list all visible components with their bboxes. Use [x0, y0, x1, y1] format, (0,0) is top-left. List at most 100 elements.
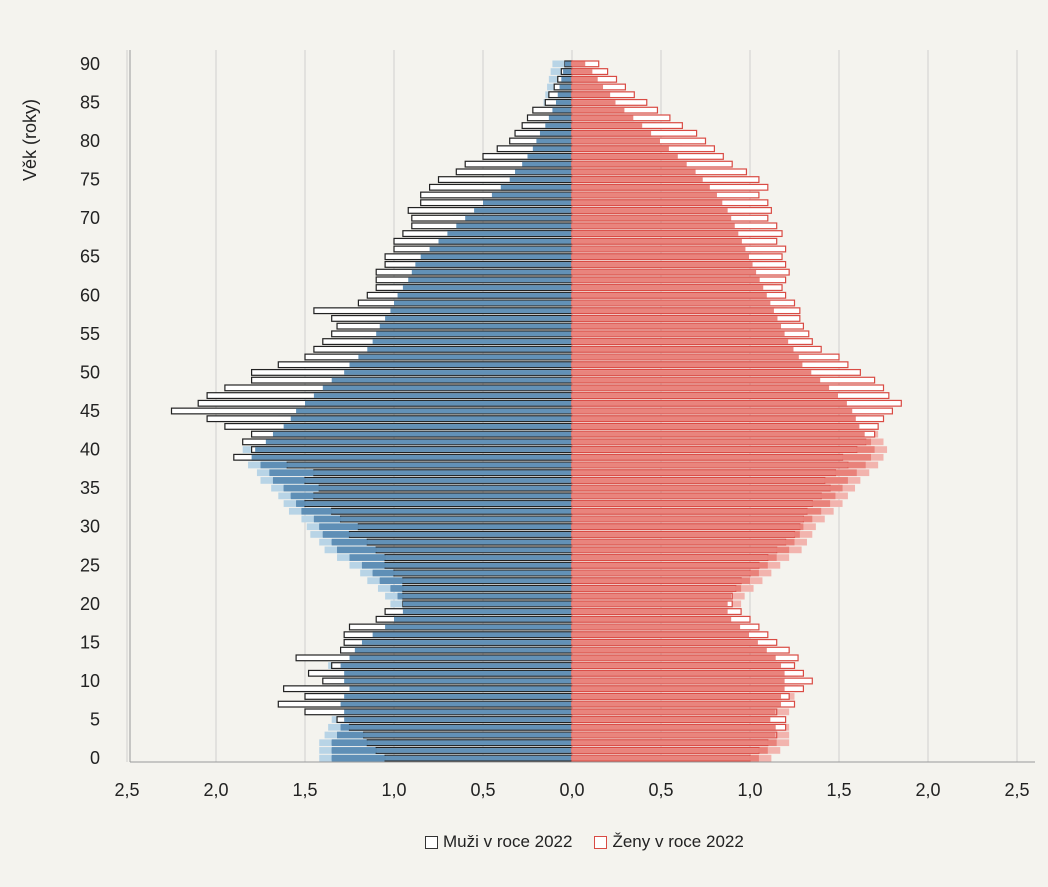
bar-fill-top-right-age-40: [572, 447, 874, 452]
bar-fill-top-left-age-88: [561, 76, 571, 82]
bar-fill-top-right-age-13: [572, 655, 776, 661]
bar-fill-top-right-age-57: [572, 316, 778, 321]
bar-fill-top-left-age-48: [322, 385, 571, 391]
bar-fill-top-left-age-19: [402, 609, 571, 614]
bar-fill-top-left-age-60: [397, 292, 571, 298]
bar-fill-top-left-age-3: [337, 732, 571, 738]
bar-fill-top-right-age-56: [572, 323, 782, 329]
x-tick-label-5: 0,0: [559, 780, 584, 800]
bar-fill-top-right-age-23: [572, 578, 749, 584]
bar-fill-top-right-age-19: [572, 609, 728, 614]
bar-fill-top-left-age-76: [515, 169, 571, 175]
bar-fill-top-left-age-82: [545, 123, 571, 128]
bar-fill-top-left-age-20: [402, 601, 571, 607]
bar-fill-top-right-age-47: [572, 393, 838, 398]
bar-fill-top-right-age-16: [572, 632, 749, 638]
bar-fill-top-right-age-81: [572, 130, 652, 136]
bar-fill-top-left-age-21: [397, 593, 571, 599]
bar-fill-top-right-age-32: [572, 508, 821, 514]
bar-fill-top-left-age-40: [255, 447, 571, 452]
y-tick-label-40: 40: [80, 440, 100, 460]
bar-fill-top-right-age-55: [572, 331, 785, 337]
y-tick-label-30: 30: [80, 517, 100, 537]
bar-fill-top-left-age-29: [322, 532, 571, 537]
bar-fill-top-right-age-4: [572, 724, 776, 730]
bar-fill-top-left-age-51: [349, 362, 571, 368]
bar-fill-top-left-age-84: [552, 107, 571, 113]
bar-fill-top-left-age-34: [290, 493, 571, 499]
y-tick-label-35: 35: [80, 478, 100, 498]
x-tick-label-6: 0,5: [648, 780, 673, 800]
bar-fill-top-left-age-43: [283, 424, 571, 429]
bar-fill-top-left-age-11: [344, 670, 571, 676]
bar-fill-top-right-age-24: [572, 570, 758, 576]
bar-fill-top-left-age-50: [344, 370, 571, 375]
bar-fill-top-left-age-28: [331, 539, 571, 545]
bar-fill-top-left-age-59: [394, 300, 571, 306]
bar-fill-top-left-age-62: [408, 277, 571, 283]
bar-fill-top-left-age-52: [358, 354, 571, 360]
bar-fill-top-left-age-39: [251, 454, 571, 460]
bar-fill-top-right-age-50: [572, 370, 812, 375]
bar-fill-top-right-age-68: [572, 231, 739, 236]
bar-fill-top-right-age-33: [572, 501, 830, 506]
bar-fill-top-left-age-46: [305, 400, 571, 406]
bar-fill-top-left-age-71: [474, 208, 571, 213]
bar-fill-top-right-age-53: [572, 346, 794, 352]
bar-fill-top-right-age-59: [572, 300, 771, 306]
bar-fill-top-left-age-78: [527, 154, 571, 159]
bar-fill-light-left-age-90: [552, 60, 572, 68]
bar-fill-top-right-age-84: [572, 107, 625, 113]
bar-fill-top-right-age-64: [572, 262, 753, 267]
bar-fill-top-left-age-80: [536, 138, 571, 144]
bar-fill-top-right-age-72: [572, 200, 723, 206]
bar-fill-top-right-age-86: [572, 92, 611, 98]
bar-fill-top-right-age-46: [572, 400, 847, 406]
bar-fill-top-right-age-1: [572, 748, 767, 753]
y-tick-label-80: 80: [80, 131, 100, 151]
x-tick-label-0: 2,5: [114, 780, 139, 800]
bar-fill-top-left-age-0: [331, 755, 571, 761]
bar-fill-top-right-age-34: [572, 493, 835, 499]
y-tick-label-45: 45: [80, 401, 100, 421]
bar-fill-top-right-age-67: [572, 238, 742, 244]
bar-fill-top-right-age-74: [572, 184, 710, 190]
bar-fill-top-left-age-37: [269, 470, 571, 476]
bar-fill-top-left-age-17: [385, 624, 571, 630]
bar-fill-top-right-age-78: [572, 154, 678, 159]
bar-fill-top-right-age-38: [572, 462, 865, 468]
y-tick-label-50: 50: [80, 362, 100, 382]
bar-fill-top-right-age-52: [572, 354, 799, 360]
bar-fill-top-right-age-8: [572, 694, 782, 699]
bar-fill-top-left-age-24: [372, 570, 571, 576]
bar-fill-top-right-age-26: [572, 555, 776, 560]
bar-fill-top-left-age-36: [272, 478, 571, 483]
bar-fill-top-right-age-25: [572, 562, 767, 568]
bar-fill-top-right-age-60: [572, 292, 767, 298]
bar-fill-top-right-age-42: [572, 431, 865, 437]
bar-fill-top-left-age-65: [420, 254, 571, 260]
bar-fill-top-right-age-2: [572, 740, 776, 746]
bar-fill-top-left-age-77: [522, 161, 571, 167]
bar-fill-top-left-age-83: [548, 115, 571, 121]
bar-fill-top-left-age-54: [372, 339, 571, 344]
bar-fill-top-left-age-31: [313, 516, 571, 522]
bar-fill-top-right-age-20: [572, 601, 728, 607]
x-tick-label-4: 0,5: [470, 780, 495, 800]
bar-fill-top-right-age-36: [572, 478, 847, 483]
legend-swatch-women: [594, 835, 608, 849]
bar-fill-top-right-age-28: [572, 539, 794, 545]
bar-fill-top-right-age-5: [572, 717, 771, 722]
bar-fill-top-left-age-16: [372, 632, 571, 638]
x-tick-label-7: 1,0: [737, 780, 762, 800]
y-tick-label-90: 90: [80, 54, 100, 74]
bar-fill-top-left-age-25: [361, 562, 571, 568]
bar-fill-top-left-age-44: [290, 416, 571, 422]
bar-fill-top-right-age-43: [572, 424, 860, 429]
bar-fill-top-right-age-71: [572, 208, 728, 213]
bar-fill-top-right-age-37: [572, 470, 856, 476]
bar-fill-top-left-age-13: [349, 655, 571, 661]
bar-fill-top-left-age-75: [509, 177, 571, 182]
y-tick-label-70: 70: [80, 208, 100, 228]
bar-fill-top-right-age-69: [572, 223, 735, 229]
